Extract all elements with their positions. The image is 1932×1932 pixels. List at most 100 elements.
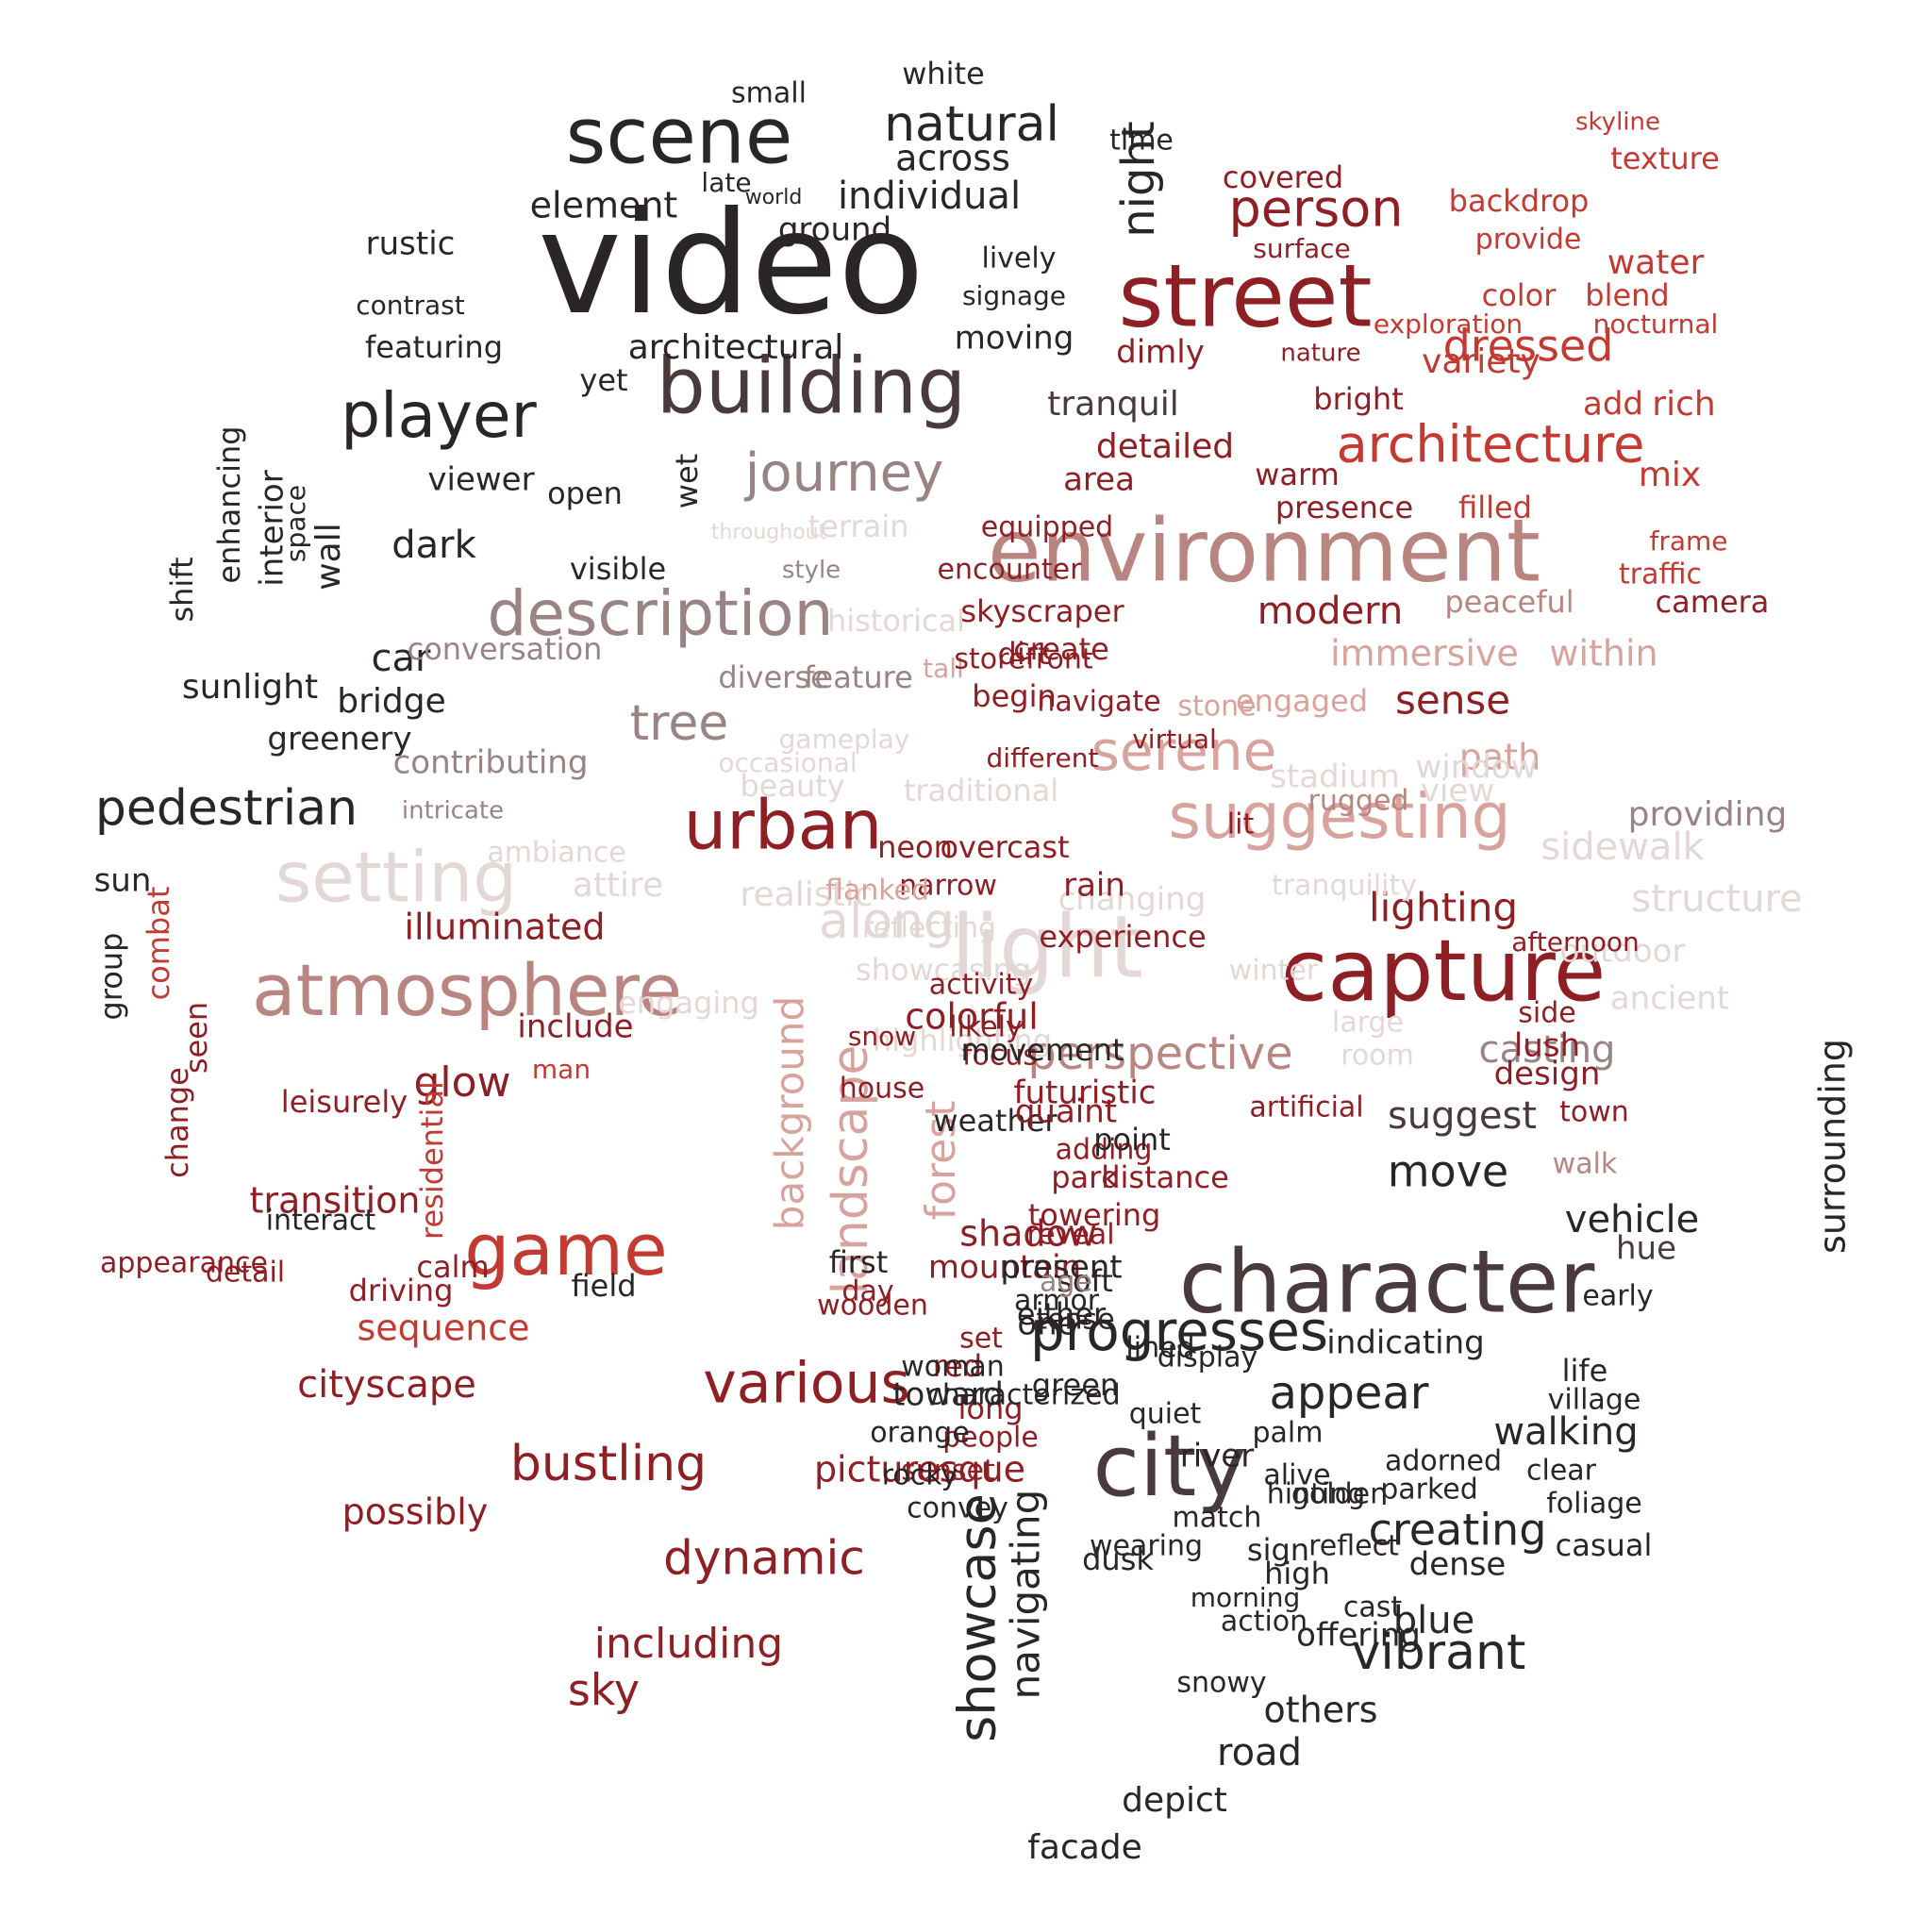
- word-walk: walk: [1553, 1148, 1618, 1181]
- word-variety: variety: [1422, 342, 1541, 381]
- word-realistic: realistic: [741, 875, 874, 914]
- word-suggest: suggest: [1388, 1094, 1537, 1138]
- word-likely: likely: [949, 1011, 1023, 1044]
- word-dusk: dusk: [1082, 1541, 1154, 1577]
- word-shadow: shadow: [959, 1213, 1097, 1255]
- word-clear: clear: [1526, 1455, 1597, 1488]
- word-dynamic: dynamic: [663, 1531, 865, 1586]
- word-across: across: [895, 138, 1010, 179]
- word-neon: neon: [877, 829, 953, 865]
- word-lit: lit: [1227, 808, 1255, 841]
- word-navigating: navigating: [1003, 1490, 1049, 1700]
- word-providing: providing: [1628, 795, 1788, 834]
- word-architecture: architecture: [1337, 415, 1645, 475]
- word-street: street: [1118, 245, 1372, 346]
- word-distance: distance: [1101, 1159, 1229, 1195]
- word-overcast: overcast: [940, 829, 1069, 865]
- word-terrain: terrain: [808, 508, 909, 544]
- word-winter: winter: [1229, 955, 1319, 988]
- word-mix: mix: [1639, 456, 1701, 494]
- word-colorful: colorful: [905, 996, 1039, 1038]
- word-texture: texture: [1610, 141, 1720, 176]
- word-progresses: progresses: [1030, 1299, 1328, 1363]
- word-hinting: hinting: [1267, 1478, 1366, 1511]
- word-warm: warm: [1255, 457, 1340, 492]
- word-night: night: [1112, 121, 1165, 237]
- word-outdoor: outdoor: [1560, 933, 1686, 971]
- word-weather: weather: [933, 1103, 1058, 1139]
- word-move: move: [1388, 1146, 1508, 1197]
- word-creating: creating: [1369, 1505, 1547, 1556]
- word-conversation: conversation: [408, 631, 603, 667]
- word-shift: shift: [164, 557, 200, 622]
- word-ancient: ancient: [1610, 980, 1729, 1018]
- word-natural: natural: [884, 96, 1059, 153]
- word-snowy: snowy: [1176, 1667, 1266, 1700]
- word-enhancing: enhancing: [211, 425, 247, 583]
- word-tall: tall: [923, 653, 964, 684]
- word-showcase: showcase: [948, 1493, 1008, 1742]
- word-facade: facade: [1027, 1828, 1142, 1867]
- word-feature: feature: [804, 659, 913, 695]
- word-modern: modern: [1257, 590, 1404, 633]
- word-side: side: [1518, 997, 1575, 1030]
- word-rugged: rugged: [1308, 785, 1409, 818]
- word-calm: calm: [416, 1249, 489, 1285]
- word-highlighting: highlighting: [873, 1023, 1052, 1058]
- word-color: color: [1482, 277, 1557, 313]
- word-alive: alive: [1263, 1459, 1330, 1492]
- word-lush: lush: [1514, 1027, 1580, 1065]
- word-seen: seen: [178, 1002, 214, 1074]
- word-time: time: [1109, 125, 1174, 158]
- word-snow: snow: [848, 1021, 916, 1052]
- word-age: age: [1040, 1266, 1092, 1299]
- word-sun: sun: [94, 862, 152, 900]
- word-greenery: greenery: [267, 721, 411, 758]
- word-red: red: [933, 1348, 982, 1384]
- word-forest: forest: [917, 1101, 965, 1221]
- word-journey: journey: [743, 442, 943, 504]
- word-interact: interact: [266, 1205, 376, 1238]
- word-visible: visible: [570, 551, 666, 587]
- word-scene: scene: [566, 92, 793, 181]
- word-characterized: characterized: [926, 1379, 1120, 1412]
- word-covered: covered: [1223, 159, 1343, 195]
- word-traditional: traditional: [904, 773, 1058, 808]
- word-house: house: [840, 1073, 924, 1106]
- word-pedestrian: pedestrian: [95, 780, 358, 837]
- word-blend: blend: [1585, 277, 1669, 313]
- word-include: include: [517, 1008, 633, 1046]
- word-wall: wall: [309, 523, 348, 591]
- word-contributing: contributing: [393, 744, 589, 782]
- word-leisurely: leisurely: [281, 1084, 408, 1120]
- word-historical: historical: [827, 603, 965, 639]
- word-player: player: [341, 379, 537, 452]
- word-rain: rain: [1063, 867, 1125, 905]
- word-present: present: [1000, 1249, 1122, 1287]
- word-ambiance: ambiance: [487, 837, 625, 870]
- word-set: set: [959, 1323, 1003, 1356]
- word-adorned: adorned: [1385, 1445, 1502, 1478]
- word-narrow: narrow: [899, 870, 997, 903]
- word-path: path: [1459, 737, 1541, 778]
- word-environment: environment: [988, 500, 1541, 601]
- word-appearance: appearance: [100, 1247, 268, 1280]
- word-room: room: [1341, 1040, 1414, 1073]
- word-blue: blue: [1393, 1599, 1474, 1642]
- word-person: person: [1228, 179, 1403, 239]
- word-man: man: [532, 1054, 591, 1085]
- word-wooden: wooden: [817, 1290, 928, 1323]
- word-setting: setting: [275, 838, 518, 919]
- word-vehicle: vehicle: [1565, 1198, 1699, 1241]
- word-open: open: [547, 475, 623, 511]
- word-tree: tree: [630, 695, 729, 752]
- word-large: large: [1332, 1007, 1404, 1040]
- word-activity: activity: [929, 969, 1034, 1002]
- word-bridge: bridge: [337, 682, 446, 721]
- word-structure: structure: [1631, 877, 1803, 921]
- word-video: video: [538, 182, 924, 346]
- word-bustling: bustling: [510, 1436, 707, 1492]
- word-gameplay: gameplay: [779, 724, 910, 755]
- word-cityscape: cityscape: [297, 1363, 476, 1407]
